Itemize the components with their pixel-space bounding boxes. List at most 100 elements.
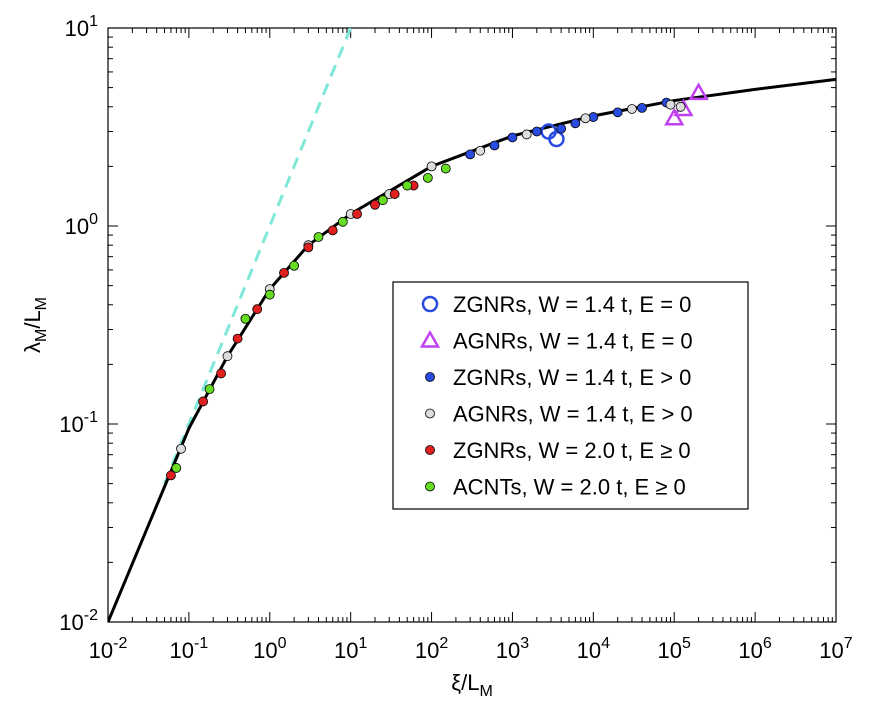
x-tick-label: 102 [415,635,448,663]
legend-label: AGNRs, W = 1.4 t, E > 0 [453,402,693,427]
dot-marker [279,267,289,278]
dot-marker [675,101,686,112]
x-tick-exponent: 6 [763,635,772,652]
x-axis-label: ξ/LM [451,670,493,700]
y-tick-exponent: 1 [89,13,98,30]
dot-marker [171,463,182,473]
dot-marker [216,368,226,379]
x-tick-label: 101 [334,635,367,663]
x-tick-exponent: -2 [113,635,127,652]
plot-frame [107,27,837,623]
x-tick-base: 10 [496,638,520,663]
y-tick-exponent: -1 [84,409,98,426]
legend-label: ZGNRs, W = 1.4 t, E = 0 [453,292,691,317]
y-axis-label: λM/LM [20,297,50,353]
x-tick-label: 106 [738,635,771,663]
legend-label: AGNRs, W = 1.4 t, E = 0 [453,329,693,354]
dot-marker [440,163,451,174]
dot-marker [313,232,324,242]
dot-marker [637,102,647,113]
x-tick-base: 10 [170,638,194,663]
dot-marker [665,99,676,110]
open-circle-marker [421,295,439,313]
dot-marker [377,195,388,206]
x-axis-label-part: ξ [451,670,461,695]
dot-marker [264,289,275,300]
plot-area [108,28,836,622]
dot-marker [475,145,486,156]
x-tick-exponent: 2 [439,635,448,652]
x-tick-label: 104 [577,635,610,663]
dot-marker [612,107,623,118]
x-tick-label: 100 [253,635,286,663]
dot-marker [425,481,435,492]
y-tick-exponent: 0 [89,211,98,228]
triangle-marker [419,329,441,348]
y-tick-label: 100 [65,211,98,239]
x-axis-label-part: /L [461,670,479,695]
x-tick-label: 107 [819,635,852,663]
x-tick-label: 10-1 [170,635,209,663]
legend-label: ZGNRs, W = 2.0 t, E ≥ 0 [453,438,691,463]
dot-marker [252,304,263,315]
x-axis-label-part: M [479,683,492,700]
dot-marker [222,351,233,362]
dot-marker [303,242,314,253]
y-tick-label: 10-2 [59,607,98,635]
dot-marker [426,161,437,172]
y-tick-exponent: -2 [84,607,98,624]
x-tick-base: 10 [334,638,358,663]
dot-marker [465,149,476,160]
y-tick-base: 10 [65,16,89,41]
legend-label: ZGNRs, W = 1.4 t, E > 0 [453,365,691,390]
x-tick-exponent: -1 [194,635,208,652]
dot-marker [176,443,186,454]
dot-marker [240,313,251,324]
x-tick-base: 10 [819,638,843,663]
x-tick-base: 10 [658,638,682,663]
dot-marker [289,260,300,271]
dot-marker [389,189,400,199]
x-tick-exponent: 7 [844,635,853,652]
x-tick-exponent: 3 [520,635,529,652]
y-axis-label-part: M [33,329,50,342]
x-tick-label: 10-2 [89,635,128,663]
legend-box [392,281,749,510]
y-axis-label-part: /L [20,310,45,328]
y-tick-label: 101 [65,13,98,41]
x-tick-base: 10 [738,638,762,663]
dot-marker [425,408,435,419]
dot-marker [232,333,243,344]
dot-marker [507,132,518,143]
dot-marker [556,123,567,134]
x-tick-base: 10 [415,638,439,663]
dot-marker [521,129,532,140]
dot-marker [337,216,348,227]
dot-marker [580,113,591,124]
x-tick-base: 10 [577,638,601,663]
dot-marker [489,140,500,151]
y-tick-label: 10-1 [59,409,98,437]
x-tick-exponent: 4 [601,635,610,652]
x-tick-base: 10 [89,638,113,663]
y-tick-base: 10 [59,610,83,635]
dot-marker [531,126,542,137]
dot-marker [198,396,209,407]
y-tick-base: 10 [59,412,83,437]
y-axis-label-part: M [33,297,50,310]
dot-marker [166,470,176,481]
dot-marker [422,172,433,183]
legend-label: ACNTs, W = 2.0 t, E ≥ 0 [453,475,686,500]
open-circle-marker [548,130,565,148]
dot-marker [204,384,215,395]
dashed-line [163,28,353,485]
triangle-marker [664,107,685,126]
dot-marker [352,209,362,219]
y-tick-base: 10 [65,214,89,239]
dot-marker [402,180,413,191]
x-tick-base: 10 [253,638,277,663]
x-tick-label: 105 [658,635,691,663]
dot-marker [570,118,581,129]
y-axis-label-part: λ [20,342,45,353]
